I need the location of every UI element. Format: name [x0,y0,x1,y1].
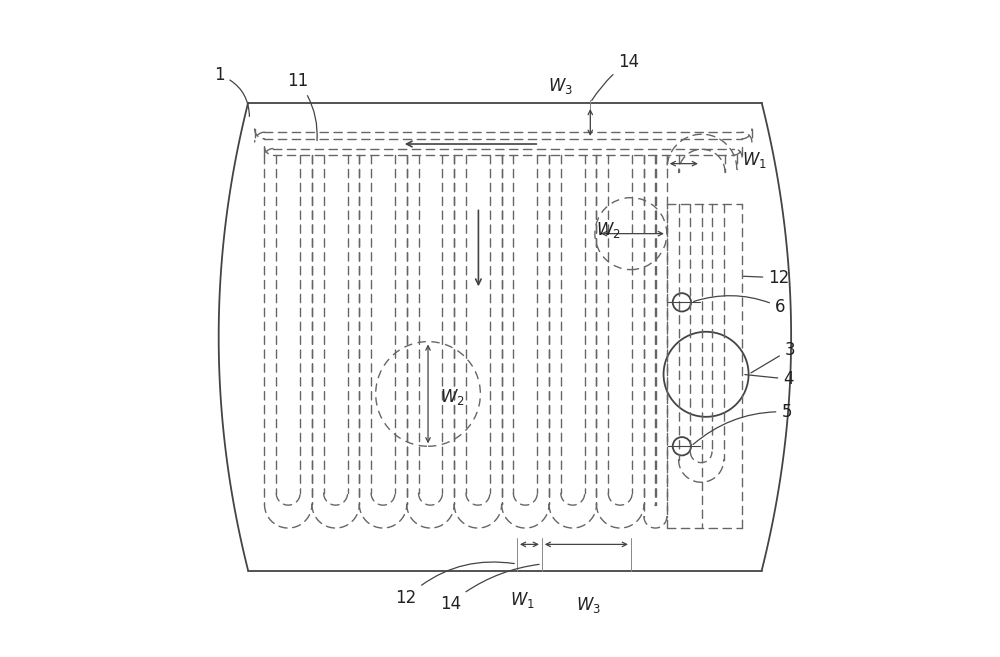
Text: $W_2$: $W_2$ [440,387,464,407]
Text: 14: 14 [592,53,639,101]
Text: $W_1$: $W_1$ [742,150,767,170]
Text: 3: 3 [751,341,795,373]
Text: 6: 6 [694,296,785,316]
Text: 14: 14 [440,564,539,612]
Text: $W_3$: $W_3$ [576,595,601,614]
Text: 1: 1 [214,66,249,116]
Text: 12: 12 [395,562,514,607]
Text: $W_1$: $W_1$ [510,590,535,610]
Text: 5: 5 [693,403,792,444]
Text: 12: 12 [744,269,789,286]
Text: $W_3$: $W_3$ [548,76,573,97]
Text: 11: 11 [287,72,317,141]
Text: 4: 4 [745,370,794,388]
Text: $W_2$: $W_2$ [596,220,620,240]
